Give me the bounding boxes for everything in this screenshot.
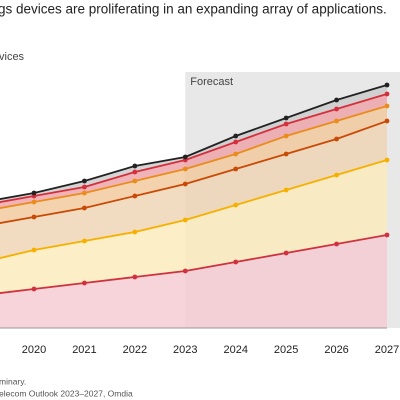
point (283, 115, 289, 121)
point (334, 97, 339, 103)
point (182, 217, 188, 223)
point (31, 214, 37, 220)
x-tick-label: 2024 (223, 344, 247, 356)
point (132, 229, 138, 235)
x-tick-label: 2020 (22, 344, 46, 356)
area (0, 160, 388, 294)
point (283, 151, 289, 157)
x-tick-label: 2022 (123, 344, 147, 356)
point (334, 106, 339, 112)
point (31, 190, 37, 196)
x-tick-label: 2021 (72, 344, 96, 356)
point (233, 166, 239, 172)
point (82, 238, 87, 244)
x-tick-label: 2023 (173, 344, 197, 356)
x-tick-label: 2025 (274, 344, 298, 356)
area (0, 235, 388, 328)
point (334, 136, 339, 142)
point (384, 103, 390, 109)
point (384, 157, 390, 163)
forecast-label: Forecast (190, 76, 233, 88)
point (384, 118, 390, 124)
point (384, 82, 390, 88)
x-tick-label: 2026 (324, 344, 348, 356)
point (82, 280, 87, 286)
point (233, 139, 239, 145)
point (233, 202, 239, 208)
point (82, 184, 87, 190)
point (182, 166, 188, 172)
point (283, 187, 289, 193)
chart-title: gs devices are proliferating in an expan… (0, 2, 387, 17)
point (132, 193, 138, 199)
point (233, 151, 239, 157)
footnote: elecom Outlook 2023–2027, Omdia (0, 388, 133, 398)
area (0, 94, 388, 209)
point (132, 169, 138, 175)
point (132, 163, 138, 169)
point (283, 121, 289, 127)
point (283, 133, 289, 139)
point (384, 232, 390, 238)
point (132, 274, 138, 280)
point (82, 178, 87, 184)
point (31, 247, 37, 253)
point (82, 205, 87, 211)
point (132, 178, 138, 184)
point (384, 91, 390, 97)
point (334, 118, 339, 124)
point (233, 133, 239, 139)
footnote: minary. (0, 376, 26, 386)
point (233, 259, 239, 265)
point (334, 241, 339, 247)
area (0, 121, 388, 259)
chart-subtitle: vices (0, 51, 25, 63)
point (182, 154, 188, 160)
point (82, 190, 87, 196)
point (334, 172, 339, 178)
point (31, 286, 37, 292)
point (283, 250, 289, 256)
x-tick-label: 2027 (375, 344, 399, 356)
point (182, 181, 188, 187)
point (31, 199, 37, 205)
point (182, 268, 188, 274)
